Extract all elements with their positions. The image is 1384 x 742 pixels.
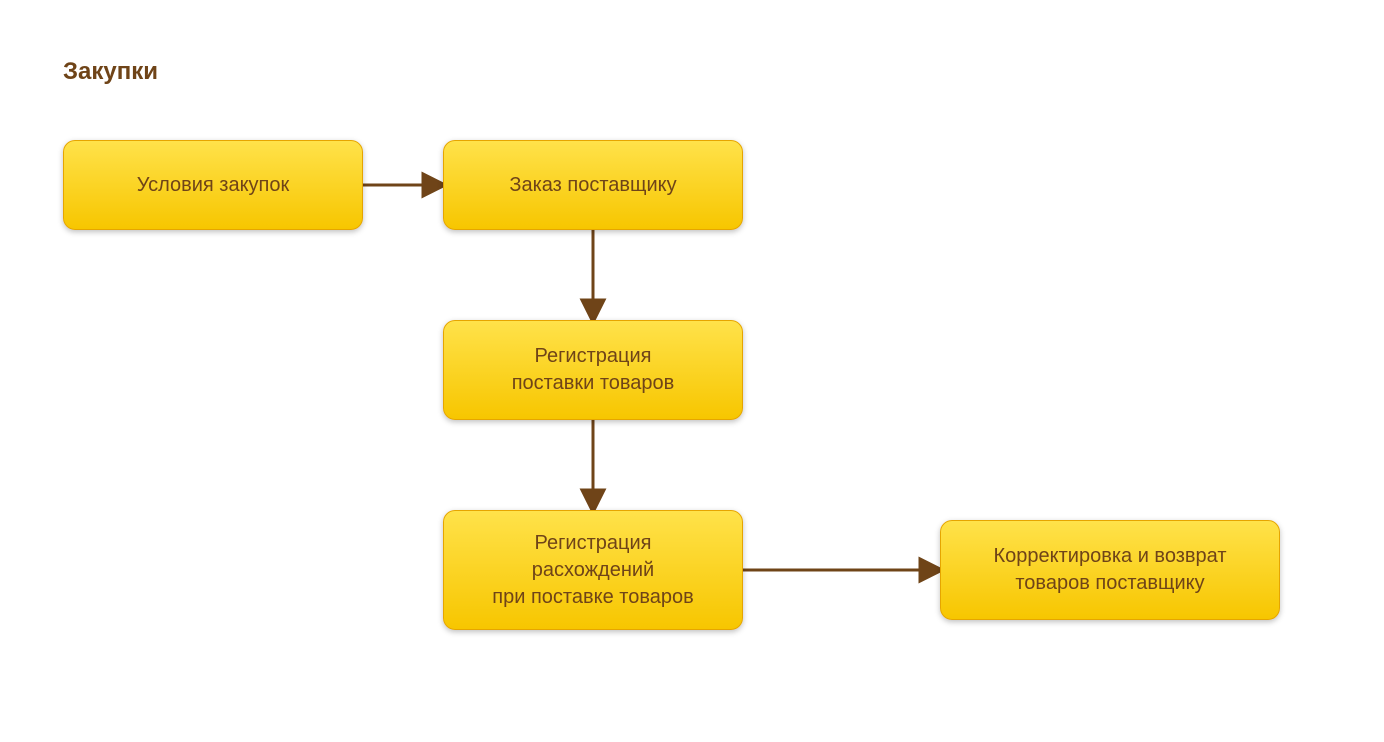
flowchart-node-n1: Условия закупок [63,140,363,230]
flowchart-canvas: Закупки Условия закупок Заказ поставщику Р… [0,0,1384,742]
flowchart-node-n4: Регистрация расхождений при поставке тов… [443,510,743,630]
flowchart-node-n5: Корректировка и возврат товаров поставщи… [940,520,1280,620]
flowchart-node-n2: Заказ поставщику [443,140,743,230]
flowchart-node-n3: Регистрация поставки товаров [443,320,743,420]
diagram-title: Закупки [63,58,158,86]
